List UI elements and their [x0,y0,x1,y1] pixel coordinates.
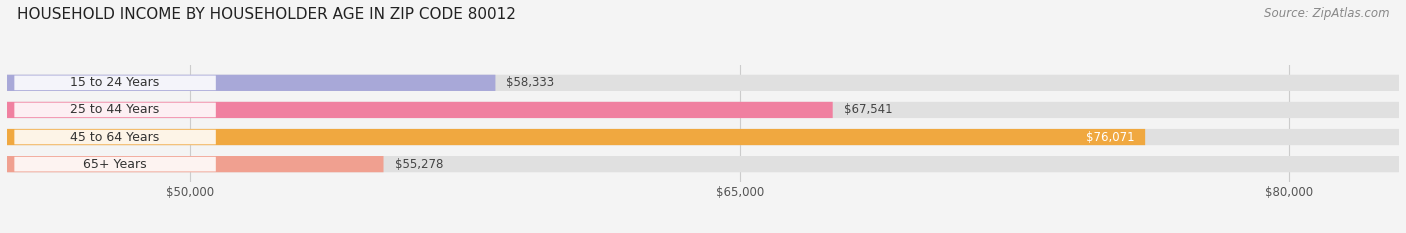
Text: Source: ZipAtlas.com: Source: ZipAtlas.com [1264,7,1389,20]
FancyBboxPatch shape [7,156,384,172]
Text: 15 to 24 Years: 15 to 24 Years [70,76,160,89]
Text: $76,071: $76,071 [1085,130,1135,144]
Text: $67,541: $67,541 [844,103,893,116]
FancyBboxPatch shape [7,129,1399,145]
Text: HOUSEHOLD INCOME BY HOUSEHOLDER AGE IN ZIP CODE 80012: HOUSEHOLD INCOME BY HOUSEHOLDER AGE IN Z… [17,7,516,22]
FancyBboxPatch shape [14,130,215,144]
FancyBboxPatch shape [7,75,495,91]
FancyBboxPatch shape [14,75,215,90]
FancyBboxPatch shape [7,75,1399,91]
FancyBboxPatch shape [14,103,215,117]
Text: 25 to 44 Years: 25 to 44 Years [70,103,160,116]
Text: 45 to 64 Years: 45 to 64 Years [70,130,160,144]
FancyBboxPatch shape [14,157,215,171]
FancyBboxPatch shape [7,102,832,118]
FancyBboxPatch shape [7,129,1144,145]
FancyBboxPatch shape [7,102,1399,118]
FancyBboxPatch shape [7,156,1399,172]
Text: $55,278: $55,278 [395,158,443,171]
Text: 65+ Years: 65+ Years [83,158,146,171]
Text: $58,333: $58,333 [506,76,554,89]
